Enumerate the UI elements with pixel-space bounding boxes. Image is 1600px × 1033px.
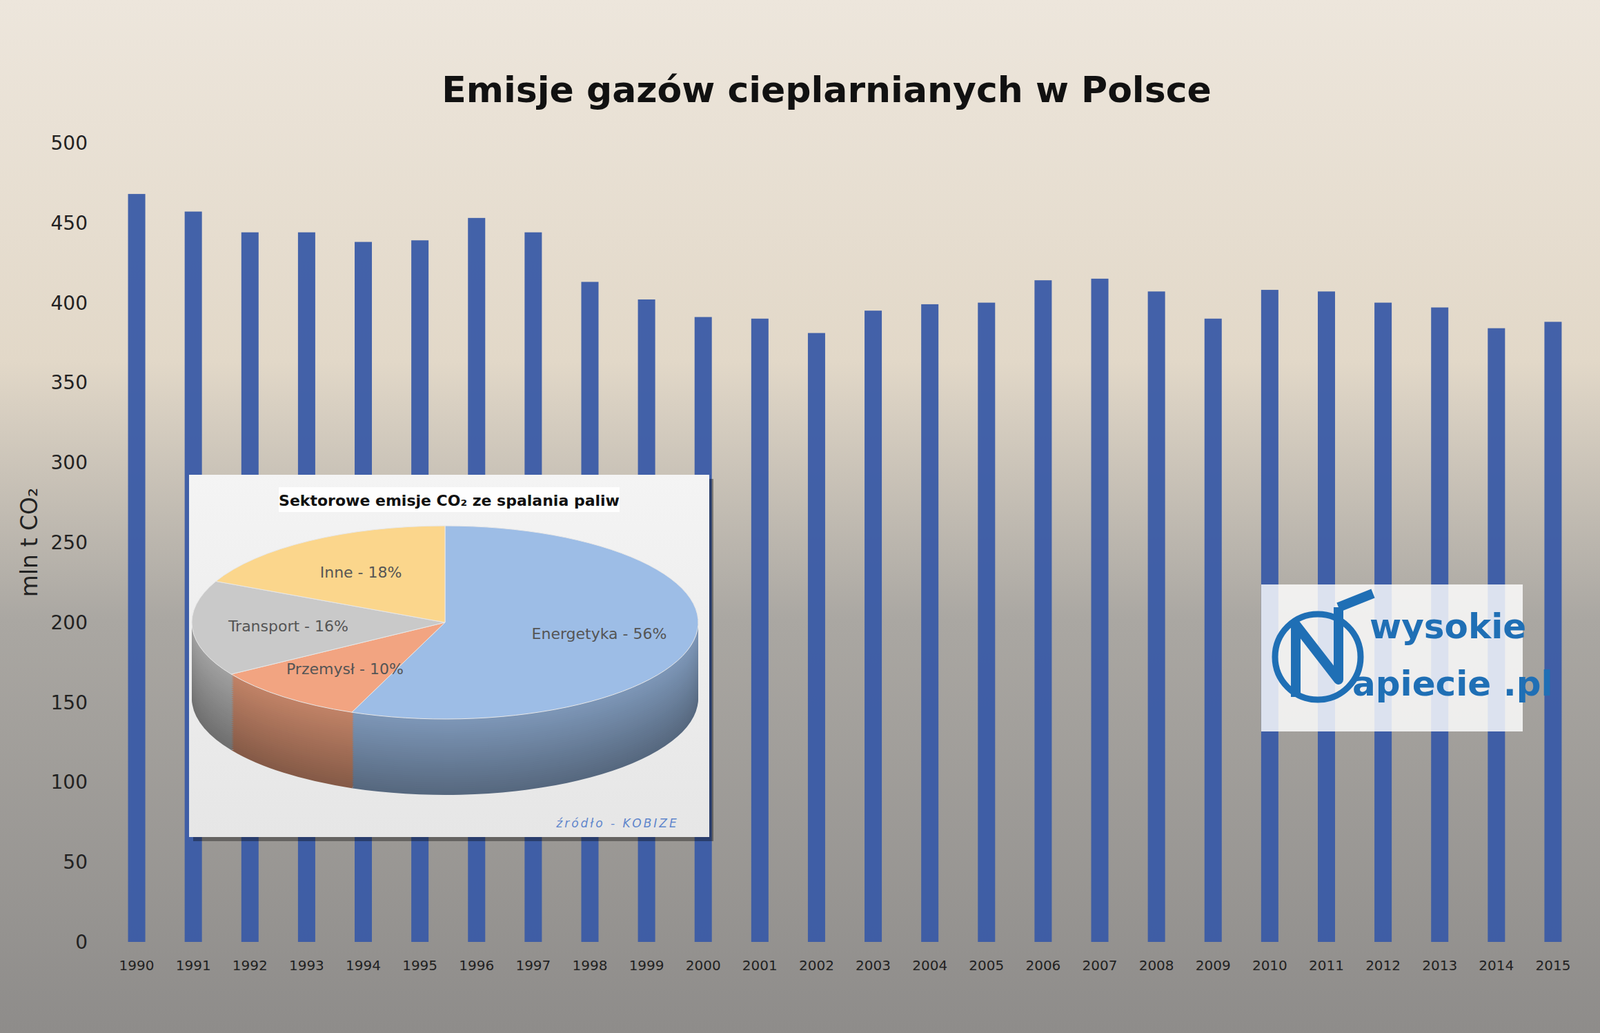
pie-slice [215,525,446,623]
y-tick [93,382,99,383]
bar [1204,318,1222,942]
y-tick-label: 150 [51,691,88,715]
x-tick-label: 2010 [1252,956,1288,974]
chart-root: Emisje gazów cieplarnianych w Polsce 0 50 1… [0,0,1600,1033]
x-tick-label: 2013 [1421,956,1458,974]
y-tick [93,861,99,863]
pie-slices [191,525,699,719]
y-tick [93,621,99,623]
y-tick-label: 0 [75,930,88,954]
x-tick-label: 1996 [458,956,495,974]
logo-text: apiecie .pl [1352,663,1554,704]
x-tick-label: 2002 [798,956,835,974]
bar [807,333,826,942]
x-tick-label: 2006 [1025,956,1061,974]
y-tick-label: 500 [51,131,88,155]
x-tick-label: 2012 [1365,956,1401,974]
y-tick [93,701,99,703]
pie-label: Transport - 16% [227,617,349,635]
pie-title: Sektorowe emisje CO₂ ze spalania paliw [278,491,620,510]
title: Emisje gazów cieplarnianych w Polsce [441,68,1211,111]
pie-inset: Sektorowe emisje CO₂ ze spalania paliw En… [189,474,714,842]
bar [977,302,995,942]
x-tick-label: 1998 [572,956,608,974]
x-tick-label: 2011 [1308,956,1345,974]
x-tick-label: 2000 [685,956,722,974]
bar [1034,280,1052,942]
pie-title-bg [278,487,620,512]
pie-label: Przemysł - 10% [286,660,404,678]
x-tick-label: 1995 [402,956,438,974]
x-tick-label: 2005 [968,956,1004,974]
x-tick-label: 1994 [345,956,381,974]
x-tick-label: 2003 [855,956,891,974]
bars [128,193,1563,942]
y-tick [93,222,99,223]
y-tick-label: 50 [62,850,88,874]
x-tick-label: 1991 [175,956,212,974]
y-tick-label: 250 [51,531,88,555]
bar [128,193,146,942]
y-tick-label: 350 [51,371,88,394]
x-tick-label: 2009 [1195,956,1231,974]
pie-label: Inne - 18% [320,563,403,581]
bar [921,304,939,942]
bar [751,318,769,942]
bar [1148,291,1166,942]
y-tick [93,542,99,543]
x-tick-label: 1993 [289,956,325,974]
logo: wysokie apiecie .pl [1261,584,1554,732]
bar [1544,321,1562,942]
y-tick [93,142,99,144]
y-axis-title: mln t CO₂ [15,487,43,597]
x-tick-label: 2007 [1082,956,1118,974]
x-tick-label: 1997 [515,956,551,974]
x-tick-label: 1999 [629,956,665,974]
x-tick-label: 1992 [232,956,268,974]
background [0,0,1600,1033]
bar [1091,278,1109,942]
y-tick [93,462,99,463]
x-tick-label: 2015 [1535,956,1571,974]
y-tick-label: 400 [51,291,88,315]
x-tick-label: 2008 [1139,956,1175,974]
y-tick [93,302,99,303]
y-tick-label: 450 [51,211,88,235]
y-tick [93,941,99,943]
inset-box [189,474,710,837]
y-tick-label: 200 [51,611,88,635]
pie-label: Energetyka - 56% [531,625,668,643]
y-tick-label: 100 [51,770,88,794]
logo-text: wysokie [1369,606,1527,647]
y-tick [93,781,99,783]
pie-source: źródło - KOBIZE [555,816,679,831]
x-tick-label: 2001 [742,956,778,974]
x-tick-label: 2014 [1478,956,1514,974]
x-tick-label: 1990 [119,956,155,974]
bar [864,310,882,942]
y-tick-label: 300 [51,451,88,474]
x-tick-label: 2004 [912,956,948,974]
